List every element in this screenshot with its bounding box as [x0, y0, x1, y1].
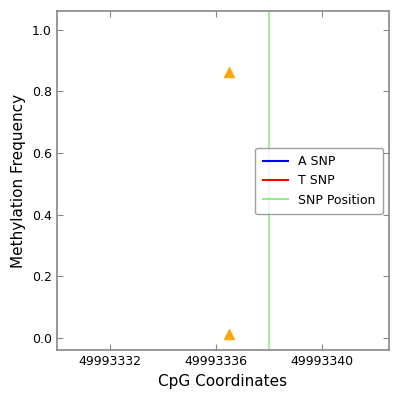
X-axis label: CpG Coordinates: CpG Coordinates — [158, 374, 287, 389]
Point — [226, 68, 232, 75]
Point — [226, 331, 232, 337]
Legend: A SNP, T SNP, SNP Position: A SNP, T SNP, SNP Position — [255, 148, 383, 214]
Y-axis label: Methylation Frequency: Methylation Frequency — [11, 94, 26, 268]
